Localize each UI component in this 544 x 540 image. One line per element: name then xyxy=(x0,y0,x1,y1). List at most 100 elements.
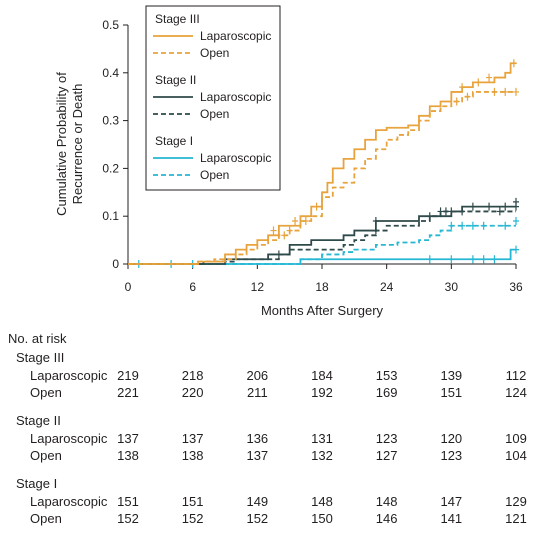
risk-value: 152 xyxy=(246,511,269,526)
risk-value: 137 xyxy=(246,448,269,463)
y-tick-label: 0.4 xyxy=(102,66,119,80)
censor-mark-stage-ii-laparoscopic xyxy=(486,202,493,211)
risk-value: 146 xyxy=(375,511,398,526)
risk-value: 136 xyxy=(246,431,269,446)
legend-group-title: Stage I xyxy=(155,134,193,148)
risk-value: 129 xyxy=(505,494,527,509)
risk-value: 151 xyxy=(440,385,463,400)
x-tick-label: 24 xyxy=(380,280,394,294)
censor-mark-stage-i-laparoscopic xyxy=(448,255,455,264)
censor-mark-stage-i-open xyxy=(480,221,487,230)
x-tick-label: 36 xyxy=(509,280,523,294)
risk-value: 124 xyxy=(505,385,527,400)
y-axis-label-line: Cumulative Probability of xyxy=(54,72,69,216)
risk-value: 218 xyxy=(181,368,204,383)
y-axis-label: Cumulative Probability of Recurrence or D… xyxy=(54,72,85,216)
censor-mark-stage-ii-open xyxy=(437,207,444,216)
risk-value: 151 xyxy=(117,494,139,509)
censor-mark-stage-iii-laparoscopic xyxy=(475,78,482,87)
censor-mark-stage-ii-open xyxy=(448,207,455,216)
censor-mark-stage-i-laparoscopic xyxy=(469,255,476,264)
censor-mark-stage-i-open xyxy=(469,221,476,230)
risk-value: 123 xyxy=(440,448,463,463)
y-tick-label: 0.1 xyxy=(102,209,119,223)
risk-value: 153 xyxy=(375,368,398,383)
censor-mark-stage-iii-laparoscopic xyxy=(270,226,277,235)
risk-value: 141 xyxy=(440,511,463,526)
censor-mark-stage-iii-laparoscopic xyxy=(510,59,517,68)
censor-mark-stage-i-open xyxy=(448,221,455,230)
risk-value: 151 xyxy=(181,494,204,509)
risk-value: 121 xyxy=(505,511,527,526)
censor-mark-stage-iii-open xyxy=(286,226,293,235)
censor-mark-stage-i-open xyxy=(459,221,466,230)
risk-row-label: Open xyxy=(30,385,62,400)
series-line-stage-iii-open xyxy=(128,91,516,265)
y-tick-label: 0 xyxy=(112,257,119,271)
risk-table-title: No. at risk xyxy=(8,331,67,346)
risk-row-stage-i-laparoscopic: Laparoscopic 151 151 149 148 148 147 129 xyxy=(0,494,544,510)
y-tick-label: 0.2 xyxy=(102,161,119,175)
risk-value: 152 xyxy=(181,511,204,526)
series-line-stage-iii-laparoscopic xyxy=(128,62,516,265)
risk-row-stage-iii-open: Open 221 220 211 192 169 151 124 xyxy=(0,385,544,401)
risk-value: 137 xyxy=(181,431,204,446)
series-line-stage-i-open xyxy=(128,224,516,265)
risk-value: 139 xyxy=(440,368,463,383)
series-line-stage-ii-open xyxy=(128,210,516,265)
risk-value: 148 xyxy=(375,494,398,509)
censor-mark-stage-ii-laparoscopic xyxy=(502,202,509,211)
risk-row-label: Laparoscopic xyxy=(30,494,108,509)
legend-entry-label: Open xyxy=(200,107,229,121)
censor-mark-stage-ii-open xyxy=(513,202,519,211)
censor-mark-stage-iii-laparoscopic xyxy=(459,83,466,92)
censor-mark-stage-iii-open xyxy=(302,216,309,225)
risk-row-label: Laparoscopic xyxy=(30,431,108,446)
risk-value: 206 xyxy=(246,368,269,383)
censor-mark-stage-i-laparoscopic xyxy=(491,255,498,264)
risk-row-stage-i-open: Open 152 152 152 150 146 141 121 xyxy=(0,511,544,527)
y-tick-label: 0.3 xyxy=(102,114,119,128)
censor-mark-stage-ii-open xyxy=(459,207,466,216)
censor-mark-stage-i-laparoscopic xyxy=(480,255,487,264)
risk-value: 112 xyxy=(505,368,527,383)
risk-value: 127 xyxy=(375,448,398,463)
censor-mark-stage-iii-open xyxy=(281,231,288,240)
risk-value: 123 xyxy=(375,431,398,446)
risk-value: 192 xyxy=(311,385,333,400)
risk-value: 220 xyxy=(181,385,204,400)
risk-value: 211 xyxy=(246,385,268,400)
censor-mark-stage-ii-open xyxy=(372,226,379,235)
risk-value: 221 xyxy=(117,385,139,400)
risk-row-stage-iii-laparoscopic: Laparoscopic 219 218 206 184 153 139 112 xyxy=(0,368,544,384)
risk-value: 152 xyxy=(117,511,139,526)
risk-value: 219 xyxy=(117,368,139,383)
censor-mark-stage-iii-open xyxy=(491,87,498,96)
risk-row-stage-ii-laparoscopic: Laparoscopic 137 137 136 131 123 120 109 xyxy=(0,431,544,447)
x-tick-label: 0 xyxy=(125,280,132,294)
censor-mark-stage-iii-laparoscopic xyxy=(292,216,299,225)
censor-mark-stage-ii-laparoscopic xyxy=(469,202,476,211)
legend-group-title: Stage III xyxy=(155,12,200,26)
censor-mark-stage-iii-laparoscopic xyxy=(486,73,493,82)
risk-row-stage-ii-open: Open 138 138 137 132 127 123 104 xyxy=(0,448,544,464)
censor-mark-stage-i-open xyxy=(502,221,509,230)
y-tick-label: 0.5 xyxy=(102,18,119,32)
x-tick-label: 12 xyxy=(251,280,265,294)
y-axis-label-line: Recurrence or Death xyxy=(70,84,85,205)
risk-row-label: Open xyxy=(30,448,62,463)
censor-mark-stage-iii-open xyxy=(464,92,471,101)
risk-table: No. at risk Stage III Laparoscopic 219 21… xyxy=(0,326,544,540)
censor-mark-stage-ii-open xyxy=(496,207,503,216)
censor-mark-stage-i-laparoscopic xyxy=(513,245,519,254)
risk-group-stage-i: Stage I xyxy=(16,476,58,491)
legend-entry-label: Laparoscopic xyxy=(200,90,271,104)
legend-entry-label: Open xyxy=(200,168,229,182)
censor-mark-stage-iii-laparoscopic xyxy=(313,202,320,211)
x-tick-label: 18 xyxy=(315,280,329,294)
risk-group-stage-ii: Stage II xyxy=(16,413,61,428)
risk-row-label: Laparoscopic xyxy=(30,368,108,383)
risk-value: 120 xyxy=(440,431,463,446)
censor-mark-stage-iii-open xyxy=(502,87,509,96)
